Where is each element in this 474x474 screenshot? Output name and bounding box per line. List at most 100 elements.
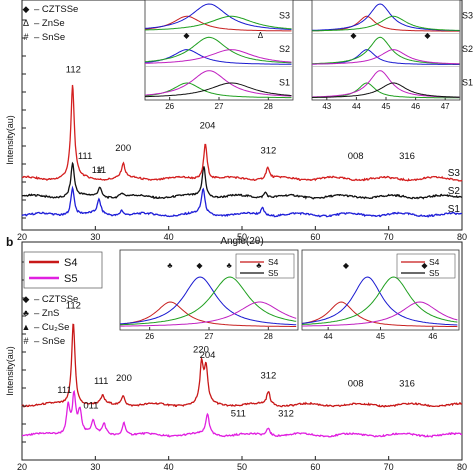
inset-row-label: S3	[462, 11, 473, 21]
inset-fit-curve	[119, 276, 297, 326]
x-tick-label: 30	[90, 232, 100, 242]
inset-phase-marker: ◆	[421, 261, 428, 270]
panel-letter: b	[6, 235, 13, 249]
phase-legend-symbol: ◆	[23, 294, 30, 304]
inset-tick-label: 44	[352, 102, 361, 111]
x-tick-label: 60	[310, 232, 320, 242]
y-axis-label: Intensity(au)	[5, 115, 15, 165]
series-line-s5	[22, 389, 463, 438]
peak-label: 312	[260, 371, 276, 382]
inset-legend-label: S4	[268, 257, 279, 267]
inset-fit-curve	[301, 301, 458, 328]
inset-fit-curve	[312, 82, 460, 98]
series-label-s1: S1	[448, 204, 461, 215]
series-legend-label: S5	[64, 273, 77, 285]
inset-tick-label: 45	[376, 332, 385, 341]
series-label-s2: S2	[448, 186, 461, 197]
phase-legend-symbol: Δ	[23, 18, 29, 28]
inset-a-2: 43 44 45 46 47 S3 S2 S1 ◆ ◆	[311, 0, 473, 111]
inset-tick-label: 28	[264, 332, 273, 341]
inset-row-label: S1	[279, 77, 290, 87]
x-tick-label: 20	[17, 232, 27, 242]
series-legend-label: S4	[64, 257, 77, 269]
peak-label: 111	[78, 151, 92, 162]
x-tick-label: 50	[237, 232, 247, 242]
series-label-s3: S3	[448, 168, 461, 179]
inset-legend-label: S5	[429, 268, 440, 278]
inset-tick-label: 45	[382, 102, 391, 111]
inset-tick-label: 27	[215, 102, 224, 111]
phase-legend-label: – SnSe	[34, 336, 65, 347]
inset-tick-label: 47	[441, 102, 450, 111]
phase-legend-symbol: #	[23, 336, 28, 346]
phase-legend-symbol: ▲	[22, 322, 31, 332]
inset-frame	[144, 0, 294, 101]
inset-fit-curve	[144, 82, 292, 99]
series-legend-box	[23, 251, 103, 289]
peak-label: #	[97, 165, 103, 176]
x-tick-label: 40	[164, 462, 174, 472]
series-line-s2	[21, 161, 463, 200]
x-tick-label: 70	[384, 462, 394, 472]
series-line-s3	[21, 84, 463, 182]
x-tick-label: 30	[90, 462, 100, 472]
peak-label: 200	[116, 373, 132, 384]
inset-fit-curve	[145, 49, 292, 64]
inset-fit-curve	[144, 36, 292, 64]
peak-label: 511	[231, 408, 246, 419]
peak-label: 316	[399, 378, 415, 389]
inset-fit-curve	[302, 301, 458, 327]
phase-legend-label: – CZTSSe	[34, 4, 78, 15]
phase-legend-label: – Cu₂Se	[34, 322, 69, 333]
phase-legend-label: – SnSe	[34, 32, 65, 43]
x-tick-label: 80	[457, 232, 467, 242]
peak-label: 112	[66, 300, 81, 311]
x-tick-label: 40	[164, 232, 174, 242]
peak-label: 204	[200, 350, 216, 361]
peak-label: 312	[260, 146, 276, 157]
inset-tick-label: 26	[165, 102, 174, 111]
inset-row-label: S3	[279, 11, 290, 21]
series-line-s1	[21, 185, 462, 218]
phase-legend-symbol: ♣	[23, 308, 29, 318]
peak-label: 111	[94, 376, 108, 387]
inset-legend-label: S5	[268, 268, 279, 278]
inset-fit-curve	[311, 15, 460, 32]
inset-row-label: S2	[279, 44, 290, 54]
inset-fit-curve	[144, 15, 292, 31]
x-tick-label: 80	[457, 462, 467, 472]
phase-legend-symbol: #	[23, 32, 28, 42]
phase-legend-label: – CZTSSe	[34, 294, 78, 305]
inset-fit-curve	[120, 301, 297, 327]
peak-label: 111	[92, 165, 106, 176]
inset-fit-curve	[119, 276, 297, 326]
inset-fit-curve	[144, 3, 292, 30]
peak-label: 011	[83, 401, 98, 412]
phase-legend-symbol: ◆	[23, 4, 30, 14]
inset-fit-curve	[312, 49, 460, 65]
inset-frame	[311, 0, 461, 101]
inset-fit-curve	[301, 276, 458, 325]
inset-tick-label: 44	[324, 332, 333, 341]
x-tick-label: 60	[310, 462, 320, 472]
inset-phase-marker: ♣	[167, 261, 173, 270]
inset-row-label: S1	[462, 77, 473, 87]
inset-tick-label: 46	[428, 332, 437, 341]
inset-tick-label: 43	[322, 102, 331, 111]
inset-tick-label: 46	[411, 102, 420, 111]
peak-label: 220	[193, 345, 209, 356]
x-tick-label: 20	[17, 462, 27, 472]
inset-phase-marker: ◆	[343, 261, 350, 270]
inset-fit-curve	[144, 70, 292, 97]
inset-legend-box	[396, 253, 456, 279]
inset-a-1: 26 27 28 S3 S2 S1 ◆ Δ	[144, 0, 294, 111]
inset-legend-label: S4	[429, 257, 440, 267]
inset-tick-label: 28	[264, 102, 273, 111]
inset-fit-curve	[144, 15, 292, 32]
phase-legend-label: – ZnS	[34, 308, 59, 319]
peak-label: 111	[57, 385, 71, 396]
peak-label: 316	[399, 151, 415, 162]
peak-label: 204	[200, 120, 216, 131]
